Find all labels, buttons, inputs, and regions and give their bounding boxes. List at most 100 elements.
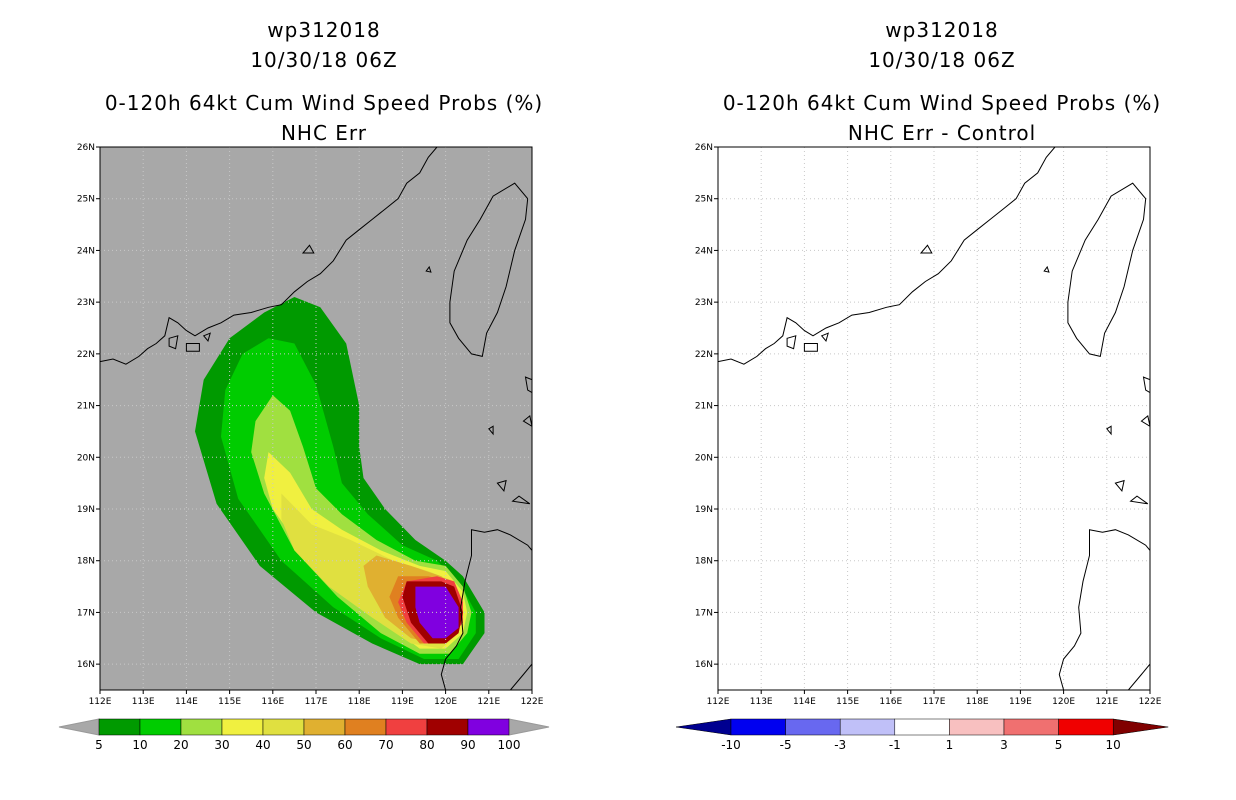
colorbar-label: 80 [419, 738, 434, 752]
y-tick-label: 20N [77, 453, 95, 463]
x-tick-label: 118E [348, 697, 371, 707]
y-tick-label: 26N [695, 143, 713, 153]
coastline-island [185, 343, 200, 352]
colorbar-label: 100 [498, 738, 521, 752]
colorbar-label: 3 [1000, 738, 1008, 752]
x-tick-label: 122E [1139, 697, 1162, 707]
colorbar-label: -3 [834, 738, 846, 752]
colorbar-label: 30 [214, 738, 229, 752]
date-title: 10/30/18 06Z [868, 48, 1015, 72]
coastline-island [1043, 265, 1050, 273]
colorbar-label: -10 [721, 738, 741, 752]
colorbar-label: 20 [173, 738, 188, 752]
x-tick-label: 112E [707, 697, 730, 707]
colorbar-swatch [894, 718, 950, 736]
colorbar-extend-high [1112, 718, 1169, 736]
y-tick-label: 22N [695, 350, 713, 360]
coastline-island [786, 335, 797, 350]
coastline-island [919, 244, 933, 254]
x-tick-label: 113E [750, 697, 773, 707]
coastline-island [1114, 479, 1125, 493]
y-tick-label: 24N [695, 246, 713, 256]
colorbar-swatch [262, 718, 305, 736]
coastline-island [1129, 495, 1149, 505]
subtitle: NHC Err [281, 121, 367, 145]
colorbar-label: -5 [780, 738, 792, 752]
x-tick-label: 116E [879, 697, 902, 707]
colorbar-label: 60 [337, 738, 352, 752]
x-tick-label: 119E [1009, 697, 1032, 707]
x-tick-label: 116E [261, 697, 284, 707]
colorbar-swatch [949, 718, 1005, 736]
colorbar-swatch [344, 718, 387, 736]
coastline-island [1106, 425, 1112, 436]
y-tick-label: 26N [77, 143, 95, 153]
colorbar-label: 5 [1055, 738, 1063, 752]
colorbar-swatch [98, 718, 141, 736]
colorbar-label: 10 [132, 738, 147, 752]
coastline-island [524, 376, 532, 394]
colorbar-label: 1 [946, 738, 954, 752]
colorbar-swatch [139, 718, 182, 736]
x-tick-label: 115E [836, 697, 859, 707]
colorbar-swatch [303, 718, 346, 736]
y-tick-label: 25N [77, 195, 95, 205]
y-tick-label: 20N [695, 453, 713, 463]
coastline-island [488, 425, 494, 436]
coastline-island [820, 332, 829, 342]
x-tick-label: 120E [434, 697, 457, 707]
colorbar-label: 10 [1106, 738, 1121, 752]
x-tick-label: 114E [175, 697, 198, 707]
x-tick-label: 114E [793, 697, 816, 707]
colorbar-swatch [1003, 718, 1059, 736]
colorbar-label: 50 [296, 738, 311, 752]
colorbar-extend-low [675, 718, 732, 736]
x-tick-label: 121E [1095, 697, 1118, 707]
y-tick-label: 16N [77, 660, 95, 670]
colorbar-label: 40 [255, 738, 270, 752]
coastline-island [511, 495, 531, 505]
coastline-china [718, 147, 1056, 365]
y-tick-label: 18N [77, 557, 95, 567]
y-tick-label: 22N [77, 350, 95, 360]
colorbar-label: 90 [460, 738, 475, 752]
colorbar-label: -1 [889, 738, 901, 752]
x-tick-label: 117E [923, 697, 946, 707]
coastline-island [803, 343, 818, 352]
y-tick-label: 23N [77, 298, 95, 308]
product-title: 0-120h 64kt Cum Wind Speed Probs (%) [723, 91, 1161, 115]
x-tick-label: 113E [132, 697, 155, 707]
coastline-island [1142, 376, 1150, 394]
coastline-taiwan [1067, 182, 1147, 358]
x-tick-label: 118E [966, 697, 989, 707]
y-tick-label: 21N [77, 402, 95, 412]
y-tick-label: 18N [695, 557, 713, 567]
storm-id-title: wp312018 [267, 18, 380, 42]
coastline-island [1140, 414, 1150, 427]
y-tick-label: 16N [695, 660, 713, 670]
coastline-island [425, 265, 432, 273]
coastline-island [168, 335, 179, 350]
colorbar-swatch [785, 718, 841, 736]
coastline-china [100, 147, 438, 365]
colorbar-swatch [385, 718, 428, 736]
x-tick-label: 119E [391, 697, 414, 707]
colorbar-swatch [221, 718, 264, 736]
x-tick-label: 115E [218, 697, 241, 707]
colorbar-swatch [426, 718, 469, 736]
storm-id-title: wp312018 [885, 18, 998, 42]
y-tick-label: 24N [77, 246, 95, 256]
colorbar-label: 5 [95, 738, 103, 752]
colorbar-extend-low [58, 718, 100, 736]
coastline-luzon [440, 529, 532, 690]
map-background [718, 147, 1150, 690]
coastline-island [301, 244, 315, 254]
map-layer [718, 147, 1150, 690]
y-tick-label: 21N [695, 402, 713, 412]
y-tick-label: 17N [695, 608, 713, 618]
x-tick-label: 112E [89, 697, 112, 707]
coastline-luzon [1058, 529, 1150, 690]
coastline-taiwan [449, 182, 529, 358]
